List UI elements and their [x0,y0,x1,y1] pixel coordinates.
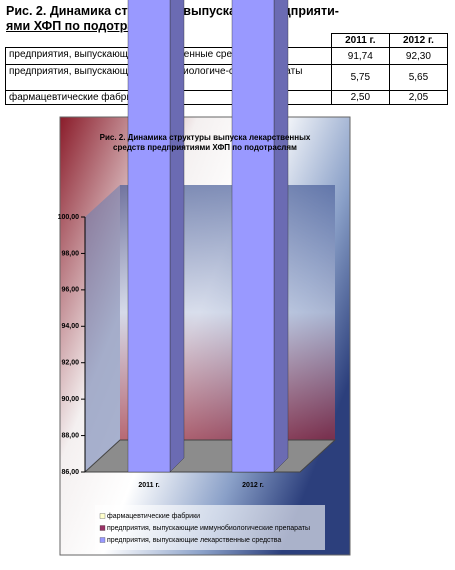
bar-side [169,0,185,473]
bar-segment [127,0,171,473]
y-tick-label: 90,00 [61,396,79,403]
y-tick-label: 88,00 [61,432,79,439]
y-tick-label: 92,00 [61,360,79,367]
bar-side [273,0,289,473]
cell: 5,75 [330,64,390,91]
floor [83,439,337,473]
legend-swatch [99,525,106,531]
legend-box [95,505,325,550]
legend-label: предприятия, выпускающие иммунобиологиче… [107,524,310,532]
legend-label: фармацевтические фабрики [107,512,200,520]
x-tick-label: 2011 г. [138,482,159,489]
header-line: ями ХФП по подотраслям [6,19,166,33]
legend-swatch [99,513,106,519]
y-tick-label: 98,00 [61,250,79,257]
x-tick-label: 2012 г. [242,482,264,489]
y-tick-label: 94,00 [61,323,79,330]
y-tick-label: 100,00 [58,214,80,221]
y-tick-label: 96,00 [61,287,79,294]
chart-title: Рис. 2. Динамика структуры выпуска лекар… [99,133,311,152]
side-wall [85,185,120,472]
legend-label: предприятия, выпускающие лекарственные с… [107,537,281,544]
bar-segment [231,0,275,473]
y-tick-label: 86,00 [61,469,79,476]
legend-swatch [99,537,106,543]
cell: 2,05 [388,90,449,105]
